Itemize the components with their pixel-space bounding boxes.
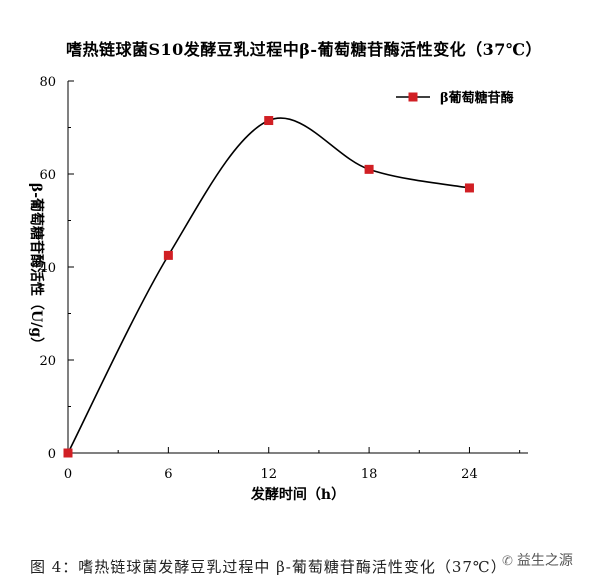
y-axis-label: β-葡萄糖苷酶活性（U/g） <box>28 183 45 351</box>
data-point <box>264 116 274 126</box>
figure-caption: 图 4：嗜热链球菌发酵豆乳过程中 β-葡萄糖苷酶活性变化（37℃） <box>30 558 507 576</box>
watermark: ✆ 益生之源 <box>500 550 575 570</box>
x-tick-label: 6 <box>164 467 172 482</box>
x-tick-label: 24 <box>461 467 478 482</box>
x-tick-label: 18 <box>361 467 378 482</box>
data-point <box>163 250 173 260</box>
y-tick-label: 0 <box>48 447 56 462</box>
y-tick-label: 60 <box>39 168 56 183</box>
data-point <box>464 183 474 193</box>
y-tick-label: 40 <box>39 261 56 276</box>
chart-title: 嗜热链球菌S10发酵豆乳过程中β-葡萄糖苷酶活性变化（37℃） <box>65 40 543 59</box>
series-line <box>67 117 470 454</box>
wechat-icon: ✆ <box>502 554 513 569</box>
chart-series <box>63 116 474 458</box>
x-tick-label: 0 <box>64 467 72 482</box>
data-point <box>364 164 374 174</box>
chart-axes: 0 6 12 18 24 0 20 40 60 80 <box>39 75 528 482</box>
watermark-text: 益生之源 <box>516 553 573 569</box>
legend-label: β葡萄糖苷酶 <box>440 90 514 106</box>
x-tick-label: 12 <box>260 467 277 482</box>
y-tick-label: 80 <box>39 75 56 90</box>
chart-legend: β葡萄糖苷酶 <box>396 90 514 106</box>
y-tick-label: 20 <box>39 354 56 369</box>
x-axis-label: 发酵时间（h） <box>250 486 345 503</box>
data-point <box>63 448 73 458</box>
legend-marker <box>408 92 418 102</box>
